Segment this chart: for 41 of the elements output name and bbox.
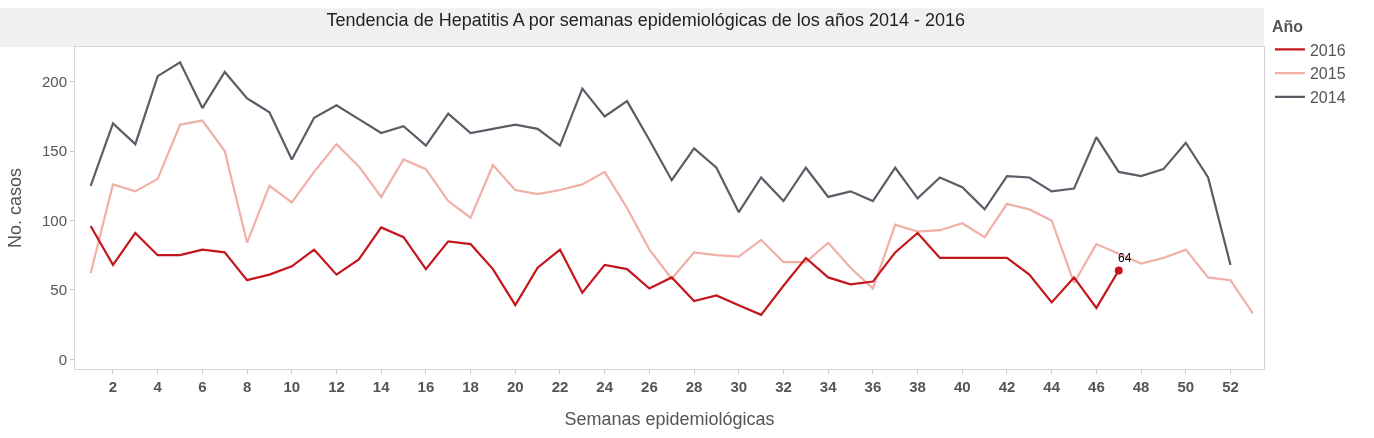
x-tick-label: 50 [1177, 378, 1195, 395]
x-tick-label: 46 [1088, 378, 1105, 395]
x-tick-label: 44 [1043, 378, 1061, 395]
line-series [89, 61, 1232, 267]
legend-label: 2014 [1309, 89, 1346, 107]
x-tick-label: 22 [551, 378, 569, 395]
legend-label: 2016 [1309, 41, 1346, 59]
x-tick-label: 10 [283, 378, 301, 395]
x-tick-label: 38 [909, 378, 926, 395]
x-axis-title: Semanas epidemiológicas [564, 409, 775, 430]
x-tick-label: 14 [372, 378, 391, 395]
x-tick-label: 30 [730, 378, 748, 395]
y-axis-title: No. casos [5, 167, 26, 249]
x-tick-label: 4 [153, 378, 163, 395]
y-tick-label: 0 [58, 350, 67, 368]
x-tick-label: 24 [596, 378, 614, 395]
x-tick-label: 34 [819, 378, 838, 395]
chart-title: Tendencia de Hepatitis A por semanas epidemiológicas de los años 2014 - 2016 [326, 10, 965, 31]
x-tick-label: 2 [108, 378, 118, 395]
x-tick-label: 52 [1222, 378, 1239, 395]
legend-label: 2015 [1309, 65, 1346, 83]
legend-title: Año [1271, 18, 1304, 36]
x-tick-label: 12 [328, 378, 345, 395]
x-tick-label: 16 [417, 378, 435, 395]
x-tick-label: 36 [864, 378, 882, 395]
x-tick-label: 42 [998, 378, 1016, 395]
x-tick-label: 32 [775, 378, 792, 395]
y-tick-label: 100 [41, 211, 67, 229]
line-series [89, 119, 1254, 315]
x-tick-label: 18 [462, 378, 479, 395]
y-tick-label: 200 [41, 72, 67, 90]
x-tick-label: 8 [242, 378, 252, 395]
annotation: 64 [1118, 251, 1132, 265]
x-tick-label: 26 [641, 378, 658, 395]
x-tick-label: 40 [953, 378, 971, 395]
x-tick-label: 28 [685, 378, 703, 395]
x-tick-label: 6 [198, 378, 207, 395]
y-tick-label: 150 [41, 142, 67, 160]
x-tick-label: 48 [1132, 378, 1150, 395]
y-tick-label: 50 [50, 281, 67, 299]
x-tick-label: 20 [506, 378, 524, 395]
